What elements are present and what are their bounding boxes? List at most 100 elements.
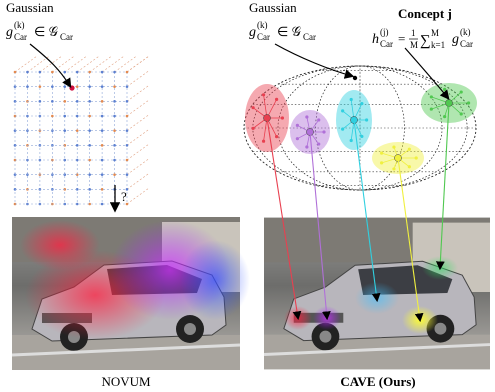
grid-dot — [101, 173, 104, 176]
cluster-point — [380, 161, 383, 164]
grid-dot — [101, 144, 104, 147]
grid-dot — [126, 115, 129, 118]
cluster-point — [296, 137, 299, 140]
caption: NOVUM — [101, 374, 151, 389]
formula: Car — [60, 32, 73, 42]
grid-dot — [51, 100, 54, 103]
formula: (k) — [14, 20, 25, 30]
formula: g — [249, 25, 256, 40]
image-novum — [12, 217, 250, 370]
formula: = — [398, 31, 405, 46]
grid-dot — [113, 71, 116, 74]
grid-dot — [126, 71, 129, 74]
grid-line — [77, 56, 99, 72]
formula: g — [452, 32, 459, 47]
cluster-point — [460, 90, 463, 93]
formula: M — [410, 40, 418, 50]
concept-label: Concept j — [398, 6, 452, 21]
cluster-point — [360, 102, 363, 105]
formula: Car — [303, 32, 316, 42]
grid-line — [127, 159, 149, 175]
cluster-point — [392, 145, 395, 148]
grid-dot — [101, 71, 104, 74]
grid-dot — [101, 100, 104, 103]
grid-dot — [39, 85, 42, 88]
grid-dot — [101, 159, 104, 162]
cluster-point — [443, 88, 446, 91]
grid-line — [127, 129, 149, 145]
grid-line — [52, 56, 74, 72]
grid-line — [127, 173, 149, 189]
cluster-point — [322, 130, 325, 133]
formula: (k) — [460, 27, 471, 37]
cluster-point — [317, 118, 320, 121]
cluster-point — [341, 128, 344, 131]
grid-dot — [88, 71, 91, 74]
grid-dot — [26, 85, 29, 88]
cluster-point — [408, 165, 411, 168]
cluster-point — [360, 135, 363, 138]
cluster-point — [296, 124, 299, 127]
cluster-point — [467, 101, 470, 104]
cluster-point — [430, 95, 433, 98]
cluster-point — [430, 107, 433, 110]
grid-dot — [113, 159, 116, 162]
formula: Car — [14, 32, 27, 42]
grid-dot — [88, 85, 91, 88]
formula: k=1 — [431, 40, 445, 50]
grid-dot — [113, 100, 116, 103]
grid-dot — [88, 129, 91, 132]
grid-dot — [101, 129, 104, 132]
grid-dot — [126, 85, 129, 88]
cluster-point — [252, 127, 255, 130]
cluster-point — [317, 142, 320, 145]
formula: M — [431, 28, 439, 38]
formula: (j) — [380, 27, 389, 37]
grid-dot — [101, 85, 104, 88]
cluster-point — [350, 139, 353, 142]
cluster-point — [415, 156, 418, 159]
grid-dot — [88, 100, 91, 103]
formula: ∈ 𝒢 — [277, 24, 301, 39]
grid-dot — [63, 71, 66, 74]
grid-line — [102, 56, 124, 72]
grid-dot — [51, 85, 54, 88]
formula: Car — [460, 39, 473, 49]
formula: 1 — [411, 28, 416, 38]
grid-dot — [88, 159, 91, 162]
formula: Car — [380, 39, 393, 49]
grid-line — [90, 56, 112, 72]
grid-line — [127, 85, 149, 101]
grid-dot — [126, 173, 129, 176]
grid-dot — [126, 159, 129, 162]
grid-dot — [126, 129, 129, 132]
formula: ∈ 𝒢 — [34, 24, 58, 39]
grid-line — [65, 56, 87, 72]
grid-dot — [113, 85, 116, 88]
grid-dot — [76, 71, 79, 74]
grid-dot — [101, 115, 104, 118]
gaussian-label: Gaussian — [249, 0, 297, 15]
grid-line — [127, 71, 149, 87]
grid-dot — [76, 129, 79, 132]
cluster-point — [392, 167, 395, 170]
cluster-point — [460, 112, 463, 115]
grid-line — [15, 56, 37, 72]
formula: ∑ — [420, 33, 431, 49]
grid-dot — [39, 71, 42, 74]
grid-dot — [39, 100, 42, 103]
formula: Car — [257, 32, 270, 42]
gaussian-label: Gaussian — [6, 0, 54, 15]
grid-line — [127, 56, 149, 72]
grid-dot — [113, 129, 116, 132]
grid-dot — [63, 115, 66, 118]
caption: CAVE (Ours) — [340, 374, 415, 389]
cluster-point — [365, 118, 368, 121]
grid-dot — [26, 71, 29, 74]
formula: h — [372, 32, 379, 47]
cluster-point — [281, 116, 284, 119]
grid-dot — [113, 115, 116, 118]
image-cave — [264, 218, 490, 370]
grid-dot — [63, 100, 66, 103]
arrow — [405, 48, 448, 98]
